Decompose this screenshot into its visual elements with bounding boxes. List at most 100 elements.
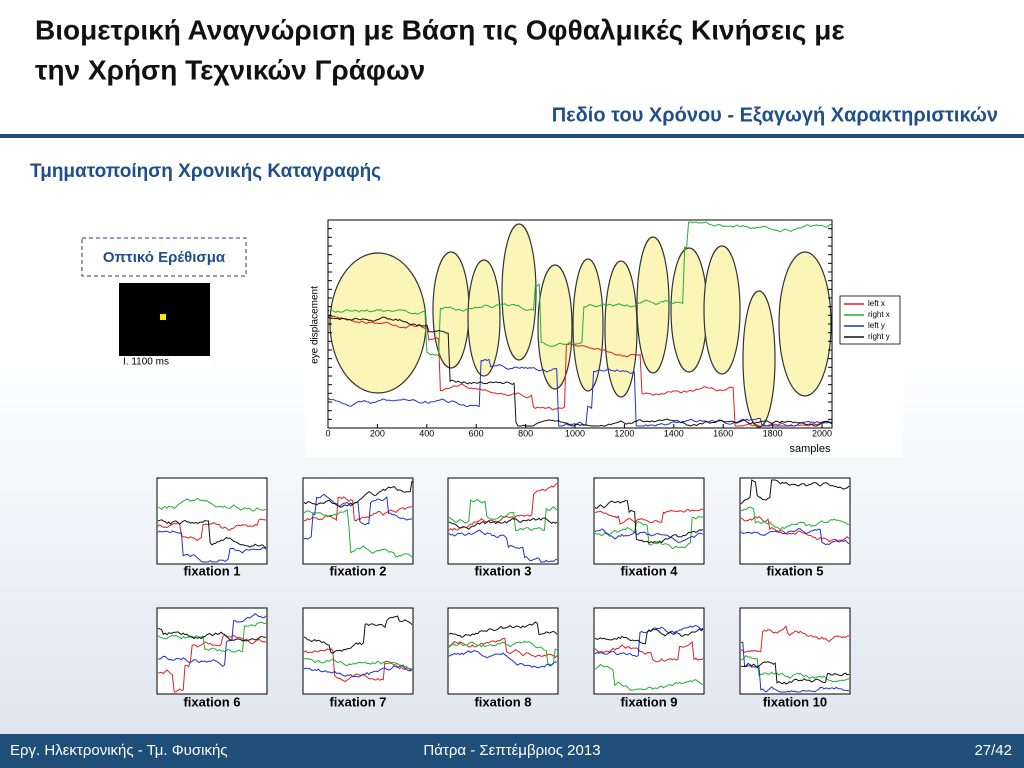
- x-tick-label: 1200: [614, 428, 634, 438]
- fixation-ellipse: [537, 264, 573, 390]
- signal-trace: [448, 640, 558, 667]
- fixation-label: fixation 3: [474, 563, 531, 578]
- signal-trace: [327, 358, 832, 427]
- fixation-ellipse: [703, 245, 741, 375]
- signal-trace: [740, 479, 850, 505]
- fixation-label: fixation 8: [474, 694, 531, 709]
- fixation-label: fixation 5: [766, 563, 823, 578]
- signal-trace: [303, 496, 413, 522]
- signal-trace: [594, 499, 704, 544]
- signal-trace: [157, 497, 267, 512]
- fixation-ellipse: [501, 223, 537, 361]
- legend-label: right x: [868, 310, 890, 319]
- stimulus-caption: I. 1100 ms: [123, 357, 169, 368]
- signal-trace: [448, 529, 558, 563]
- signal-trace: [740, 527, 850, 546]
- legend-label: left x: [868, 299, 885, 308]
- fixation-plot: [447, 477, 559, 565]
- subtitle: Πεδίο του Χρόνου - Εξαγωγή Χαρακτηριστικ…: [552, 104, 998, 126]
- title-line: Βιομετρική Αναγνώριση με Βάση τις Οφθαλμ…: [35, 14, 845, 45]
- fixation-plot: [302, 477, 414, 565]
- legend-label: left y: [868, 321, 885, 330]
- signal-trace: [303, 648, 413, 683]
- fixation-ellipse: [467, 259, 501, 377]
- x-tick-label: 1800: [763, 428, 783, 438]
- fixation-ellipse: [742, 290, 776, 428]
- signal-trace: [448, 499, 558, 532]
- footer-center: Πάτρα - Σεπτέμβριος 2013: [423, 742, 600, 759]
- fixation-label: fixation 6: [183, 694, 240, 709]
- fixation-ellipse: [778, 251, 832, 397]
- fixation-plot: [447, 607, 559, 695]
- footer-bar: [0, 734, 1024, 768]
- signal-trace: [303, 480, 413, 508]
- signal-trace: [303, 665, 413, 678]
- signal-trace: [740, 641, 850, 693]
- signal-trace: [157, 613, 267, 668]
- x-tick-label: 1400: [664, 428, 684, 438]
- fixation-label: fixation 9: [620, 694, 677, 709]
- fixation-label: fixation 7: [329, 694, 386, 709]
- signal-trace: [448, 482, 558, 531]
- fixation-label: fixation 4: [620, 563, 678, 578]
- x-tick-label: 800: [518, 428, 533, 438]
- section-title: Τμηματοποίηση Χρονικής Καταγραφής: [30, 161, 381, 182]
- fixation-plot: [593, 477, 705, 565]
- signal-trace: [740, 661, 850, 685]
- x-tick-label: 200: [370, 428, 385, 438]
- fixation-plot: [739, 477, 851, 565]
- signal-trace: [740, 506, 850, 530]
- fixation-label: fixation 1: [183, 563, 240, 578]
- signal-trace: [594, 515, 704, 550]
- signal-trace: [157, 519, 267, 549]
- signal-trace: [157, 621, 267, 653]
- x-tick-label: 0: [325, 428, 330, 438]
- signal-trace: [303, 657, 413, 671]
- signal-trace: [594, 528, 704, 543]
- fixation-plot: [302, 607, 414, 695]
- x-tick-label: 600: [469, 428, 484, 438]
- fixation-ellipse: [604, 260, 638, 398]
- signal-trace: [448, 621, 558, 638]
- signal-trace: [594, 628, 704, 645]
- header-rule: [0, 134, 1024, 138]
- signal-trace: [303, 615, 413, 654]
- stimulus-label: Οπτικό Ερέθισμα: [103, 249, 226, 266]
- y-axis-label: eye displacement: [310, 286, 321, 364]
- signal-trace: [594, 663, 704, 691]
- signal-trace: [157, 530, 267, 563]
- fixation-label: fixation 10: [763, 694, 827, 709]
- x-axis-label: samples: [790, 443, 831, 455]
- x-tick-label: 400: [419, 428, 434, 438]
- fixation-label: fixation 2: [329, 563, 386, 578]
- footer-right: 27/42: [974, 742, 1012, 759]
- x-tick-label: 1600: [713, 428, 733, 438]
- fixation-ellipse: [572, 258, 604, 392]
- fixation-ellipse: [636, 236, 670, 374]
- signal-trace: [303, 493, 413, 540]
- stimulus-label-box: [81, 237, 247, 277]
- x-tick-label: 1000: [565, 428, 585, 438]
- signal-trace: [303, 508, 413, 558]
- footer-left: Εργ. Ηλεκτρονικής - Τμ. Φυσικής: [10, 742, 228, 759]
- signal-trace: [740, 655, 850, 683]
- signal-trace: [327, 315, 833, 427]
- signal-trace: [594, 640, 704, 663]
- stimulus-image: [119, 283, 210, 358]
- signal-trace: [157, 518, 267, 542]
- fixation-plot: [156, 607, 268, 695]
- signal-trace: [327, 316, 833, 427]
- signal-trace: [327, 221, 833, 357]
- x-tick-label: 2000: [812, 428, 832, 438]
- signal-trace: [594, 624, 704, 658]
- signal-trace: [740, 625, 850, 653]
- signal-trace: [448, 517, 558, 530]
- signal-trace: [448, 650, 557, 669]
- signal-trace: [594, 508, 704, 525]
- stimulus-dot: [160, 314, 166, 320]
- legend-label: right y: [868, 332, 890, 341]
- caption-bg: [119, 356, 210, 368]
- title-line: την Χρήση Τεχνικών Γράφων: [35, 54, 425, 85]
- signal-trace: [740, 515, 850, 543]
